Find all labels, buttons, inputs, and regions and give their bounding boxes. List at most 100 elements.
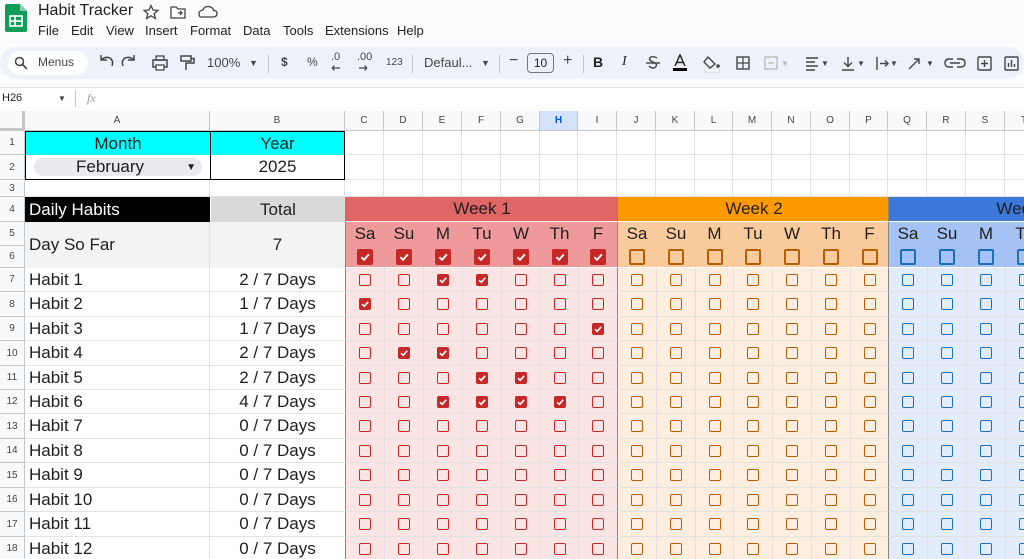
- checkbox[interactable]: [706, 248, 723, 265]
- weekday-label[interactable]: M: [966, 222, 1005, 246]
- checkbox[interactable]: [902, 347, 914, 359]
- checkbox[interactable]: [437, 298, 449, 310]
- checkbox[interactable]: [670, 347, 682, 359]
- checkbox[interactable]: [786, 518, 798, 530]
- checkbox[interactable]: [941, 493, 953, 506]
- habit-check-cell[interactable]: [733, 366, 772, 390]
- checkbox[interactable]: [553, 469, 566, 481]
- habit-check-cell[interactable]: [462, 292, 501, 317]
- checkbox[interactable]: [631, 420, 643, 432]
- week-all-check[interactable]: [811, 246, 850, 268]
- habit-check-cell[interactable]: [966, 268, 1005, 292]
- checkbox[interactable]: [1019, 322, 1024, 335]
- habit-check-cell[interactable]: [927, 317, 966, 341]
- checkbox[interactable]: [708, 444, 721, 457]
- checkbox[interactable]: [515, 322, 527, 335]
- weekday-label[interactable]: Su: [656, 222, 695, 246]
- habit-check-cell[interactable]: [423, 463, 462, 488]
- row-header[interactable]: 18: [0, 537, 25, 559]
- habit-check-cell[interactable]: [772, 537, 811, 559]
- checkbox[interactable]: [863, 273, 876, 286]
- habit-check-cell[interactable]: [695, 439, 733, 463]
- checkbox[interactable]: [437, 493, 449, 506]
- habit-check-cell[interactable]: [695, 488, 733, 512]
- habit-total[interactable]: 0 / 7 Days: [210, 439, 345, 463]
- week-all-check[interactable]: [345, 246, 384, 268]
- font-decrease[interactable]: −: [509, 52, 519, 69]
- checkbox[interactable]: [359, 542, 371, 555]
- zoom-arrow[interactable]: ▼: [249, 58, 258, 68]
- habit-check-cell[interactable]: [540, 292, 578, 317]
- habit-check-cell[interactable]: [850, 366, 888, 390]
- checkbox[interactable]: [747, 444, 759, 457]
- habit-check-cell[interactable]: [345, 463, 384, 488]
- habit-check-cell[interactable]: [772, 317, 811, 341]
- habit-check-cell[interactable]: [1005, 414, 1024, 439]
- weekday-label[interactable]: Su: [927, 222, 966, 246]
- habit-check-cell[interactable]: [578, 366, 617, 390]
- habit-check-cell[interactable]: [850, 488, 888, 512]
- title-icons[interactable]: [143, 4, 223, 20]
- checkbox[interactable]: [1019, 347, 1024, 359]
- habit-check-cell[interactable]: [1005, 366, 1024, 390]
- habit-check-cell[interactable]: [927, 292, 966, 317]
- habit-check-cell[interactable]: [772, 463, 811, 488]
- habit-check-cell[interactable]: [888, 366, 927, 390]
- habit-check-cell[interactable]: [617, 390, 656, 414]
- checkbox[interactable]: [476, 371, 488, 384]
- checkbox[interactable]: [592, 371, 604, 384]
- checkbox[interactable]: [863, 518, 876, 530]
- checkbox[interactable]: [398, 469, 410, 481]
- checkbox[interactable]: [629, 248, 645, 265]
- column-header[interactable]: B: [210, 111, 345, 131]
- row-header[interactable]: 3: [0, 180, 25, 197]
- row-header[interactable]: 13: [0, 414, 25, 439]
- habit-check-cell[interactable]: [772, 390, 811, 414]
- checkbox[interactable]: [863, 395, 876, 408]
- checkbox[interactable]: [1017, 248, 1024, 265]
- checkbox[interactable]: [941, 469, 953, 481]
- checkbox[interactable]: [786, 469, 798, 481]
- habit-check-cell[interactable]: [462, 390, 501, 414]
- checkbox[interactable]: [745, 248, 761, 265]
- week-header[interactable]: Week 3: [888, 197, 1024, 222]
- checkbox[interactable]: [398, 518, 410, 530]
- habit-check-cell[interactable]: [1005, 537, 1024, 559]
- checkbox[interactable]: [631, 371, 643, 384]
- checkbox[interactable]: [359, 469, 371, 481]
- menu-item[interactable]: Extensions: [325, 23, 389, 38]
- habit-check-cell[interactable]: [1005, 268, 1024, 292]
- habit-check-cell[interactable]: [888, 463, 927, 488]
- habit-check-cell[interactable]: [966, 439, 1005, 463]
- habit-check-cell[interactable]: [1005, 390, 1024, 414]
- checkbox[interactable]: [825, 322, 837, 335]
- habit-check-cell[interactable]: [927, 414, 966, 439]
- checkbox[interactable]: [825, 493, 837, 506]
- checkbox[interactable]: [1019, 444, 1024, 457]
- checkbox[interactable]: [515, 469, 527, 481]
- checkbox[interactable]: [670, 420, 682, 432]
- row-header[interactable]: 5: [0, 222, 25, 246]
- column-header[interactable]: S: [966, 111, 1005, 131]
- habit-check-cell[interactable]: [1005, 488, 1024, 512]
- column-header[interactable]: L: [695, 111, 733, 131]
- checkbox[interactable]: [863, 542, 876, 555]
- habit-check-cell[interactable]: [1005, 512, 1024, 537]
- habit-check-cell[interactable]: [966, 512, 1005, 537]
- habit-check-cell[interactable]: [850, 317, 888, 341]
- checkbox[interactable]: [902, 444, 914, 457]
- habit-check-cell[interactable]: [345, 414, 384, 439]
- checkbox[interactable]: [980, 518, 992, 530]
- checkbox[interactable]: [551, 248, 568, 265]
- checkbox[interactable]: [437, 322, 449, 335]
- habit-check-cell[interactable]: [695, 390, 733, 414]
- checkbox[interactable]: [747, 371, 759, 384]
- checkbox[interactable]: [396, 248, 412, 265]
- checkbox[interactable]: [670, 518, 682, 530]
- checkbox[interactable]: [668, 248, 684, 265]
- habit-check-cell[interactable]: [617, 317, 656, 341]
- habit-check-cell[interactable]: [656, 537, 695, 559]
- habit-check-cell[interactable]: [966, 292, 1005, 317]
- checkbox[interactable]: [670, 371, 682, 384]
- habit-check-cell[interactable]: [501, 268, 540, 292]
